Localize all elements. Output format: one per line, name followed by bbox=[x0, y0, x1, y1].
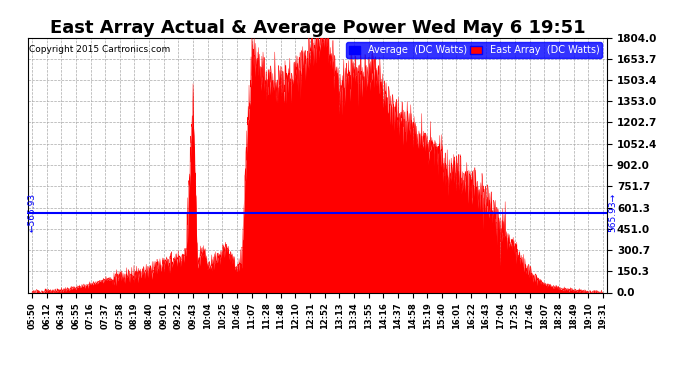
Title: East Array Actual & Average Power Wed May 6 19:51: East Array Actual & Average Power Wed Ma… bbox=[50, 20, 585, 38]
Text: ←565.93: ←565.93 bbox=[28, 193, 37, 232]
Text: Copyright 2015 Cartronics.com: Copyright 2015 Cartronics.com bbox=[29, 45, 170, 54]
Text: 565.93→: 565.93→ bbox=[608, 193, 617, 232]
Legend: Average  (DC Watts), East Array  (DC Watts): Average (DC Watts), East Array (DC Watts… bbox=[346, 42, 602, 58]
